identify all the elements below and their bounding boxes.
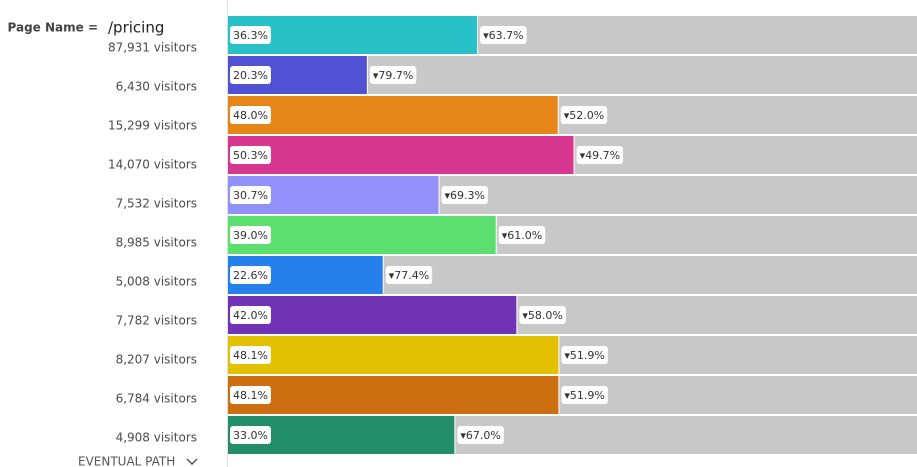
bar bbox=[496, 216, 917, 254]
bar bbox=[228, 296, 517, 334]
category-label: 6,430 visitors bbox=[116, 80, 197, 94]
value-label-bg bbox=[561, 386, 608, 404]
value-label-bg bbox=[457, 426, 504, 444]
value-label-bg bbox=[230, 106, 271, 124]
filter-label: Page Name = bbox=[8, 21, 99, 35]
category-label: 5,008 visitors bbox=[116, 275, 197, 289]
bar bbox=[228, 376, 559, 414]
value-label: ▾49.7% bbox=[580, 149, 620, 162]
category-label: 6,784 visitors bbox=[116, 392, 197, 406]
value-label: 48.0% bbox=[233, 109, 268, 122]
value-label: ▾52.0% bbox=[564, 109, 604, 122]
bar bbox=[558, 96, 917, 134]
category-label: 8,985 visitors bbox=[116, 236, 197, 250]
bar bbox=[228, 96, 558, 134]
value-label-bg bbox=[230, 146, 271, 164]
category-label: 15,299 visitors bbox=[108, 119, 197, 133]
value-label: ▾51.9% bbox=[564, 389, 604, 402]
category-label: 4,908 visitors bbox=[116, 431, 197, 445]
category-label: 7,782 visitors bbox=[116, 314, 197, 328]
value-label-bg bbox=[230, 266, 271, 284]
value-label: 36.3% bbox=[233, 29, 268, 42]
category-label: 87,931 visitors bbox=[108, 41, 197, 55]
bar bbox=[559, 376, 917, 414]
value-label: 30.7% bbox=[233, 189, 268, 202]
bar bbox=[228, 336, 559, 374]
value-label-bg bbox=[230, 426, 271, 444]
bar bbox=[559, 336, 917, 374]
bar bbox=[367, 56, 917, 94]
category-label: 14,070 visitors bbox=[108, 158, 197, 172]
value-label: ▾69.3% bbox=[445, 189, 485, 202]
value-label: ▾67.0% bbox=[460, 429, 500, 442]
value-label-bg bbox=[230, 226, 271, 244]
value-label: ▾58.0% bbox=[522, 309, 562, 322]
value-label-bg bbox=[230, 346, 271, 364]
value-label-bg bbox=[230, 186, 271, 204]
bar bbox=[439, 176, 917, 214]
value-label-bg bbox=[385, 266, 433, 284]
bar bbox=[228, 136, 574, 174]
value-label: ▾51.9% bbox=[564, 349, 604, 362]
bar bbox=[228, 216, 496, 254]
value-label: 48.1% bbox=[233, 349, 268, 362]
value-label-bg bbox=[480, 26, 527, 44]
value-label-bg bbox=[576, 146, 624, 164]
bar bbox=[383, 256, 917, 294]
value-label-bg bbox=[561, 346, 608, 364]
value-label-bg bbox=[230, 386, 271, 404]
category-label: 7,532 visitors bbox=[116, 197, 197, 211]
value-label: 48.1% bbox=[233, 389, 268, 402]
value-label-bg bbox=[441, 186, 488, 204]
category-label: 8,207 visitors bbox=[116, 353, 197, 367]
value-label-bg bbox=[230, 66, 271, 84]
bar bbox=[478, 16, 917, 54]
value-label: ▾61.0% bbox=[502, 229, 542, 242]
value-label: 22.6% bbox=[233, 269, 268, 282]
filter-value: /pricing bbox=[108, 19, 164, 37]
value-label-bg bbox=[560, 106, 608, 124]
value-label: 33.0% bbox=[233, 429, 268, 442]
footer-label[interactable]: EVENTUAL PATH bbox=[78, 455, 175, 467]
value-label-bg bbox=[519, 306, 566, 324]
value-label: 42.0% bbox=[233, 309, 268, 322]
footer-button[interactable]: EVENTUAL PATH bbox=[78, 455, 198, 467]
value-label: 39.0% bbox=[233, 229, 268, 242]
bar bbox=[517, 296, 917, 334]
chevron[interactable] bbox=[186, 458, 198, 466]
value-label-bg bbox=[230, 26, 271, 44]
value-label-bg bbox=[498, 226, 546, 244]
value-label: 20.3% bbox=[233, 69, 268, 82]
value-label-bg bbox=[369, 66, 417, 84]
bar bbox=[574, 136, 917, 174]
value-label: ▾77.4% bbox=[389, 269, 429, 282]
value-label-bg bbox=[230, 306, 271, 324]
value-label: ▾79.7% bbox=[373, 69, 413, 82]
value-label: ▾63.7% bbox=[483, 29, 523, 42]
bar bbox=[455, 416, 917, 454]
value-label: 50.3% bbox=[233, 149, 268, 162]
